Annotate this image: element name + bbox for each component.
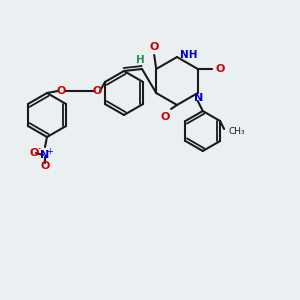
Text: O: O xyxy=(29,148,39,158)
Text: O: O xyxy=(92,86,102,96)
Text: N: N xyxy=(40,150,50,160)
Text: N: N xyxy=(194,93,203,103)
Text: H: H xyxy=(136,55,144,65)
Text: O: O xyxy=(56,86,66,96)
Text: O: O xyxy=(149,42,159,52)
Text: O: O xyxy=(40,161,50,171)
Text: O: O xyxy=(215,64,224,74)
Text: -: - xyxy=(38,145,40,154)
Text: O: O xyxy=(160,112,170,122)
Text: CH₃: CH₃ xyxy=(228,127,245,136)
Text: NH: NH xyxy=(180,50,198,60)
Text: +: + xyxy=(46,146,53,155)
